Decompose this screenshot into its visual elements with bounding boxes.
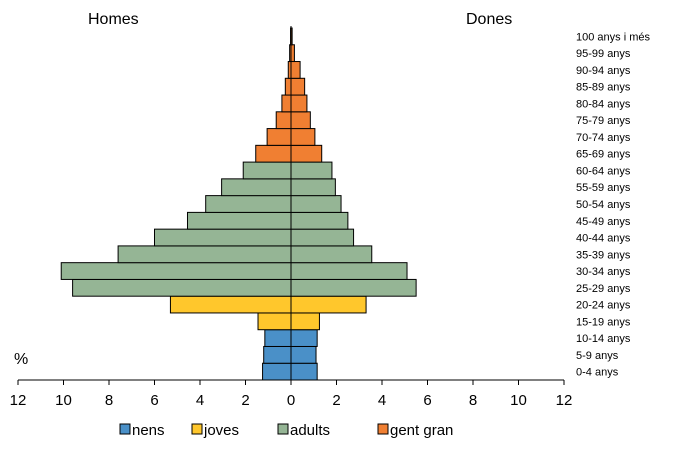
bar-dones-70-74-anys <box>291 129 315 146</box>
bar-dones-25-29-anys <box>291 279 416 296</box>
category-label: 70-74 anys <box>576 132 631 144</box>
category-label: 60-64 anys <box>576 165 631 177</box>
bar-dones-30-34-anys <box>291 263 407 280</box>
category-label: 95-99 anys <box>576 48 631 60</box>
x-tick-label: 2 <box>241 392 249 409</box>
x-tick-label: 12 <box>556 392 573 409</box>
legend-swatch-nens <box>120 424 130 434</box>
legend-label-joves: joves <box>203 422 239 439</box>
bar-homes-15-19-anys <box>258 313 291 330</box>
category-labels: 0-4 anys 5-9 anys 10-14 anys 15-19 anys 20-2… <box>576 31 650 378</box>
x-tick-label: 0 <box>287 392 295 409</box>
bar-homes-65-69-anys <box>256 145 291 162</box>
bar-dones-45-49-anys <box>291 212 348 229</box>
legend-swatch-joves <box>192 424 202 434</box>
legend-label-adults: adults <box>290 422 330 439</box>
legend-swatch-adults <box>278 424 288 434</box>
bar-homes-55-59-anys <box>222 179 291 196</box>
category-label: 45-49 anys <box>576 216 631 228</box>
bar-dones-90-94-anys <box>291 62 300 79</box>
bar-dones-40-44-anys <box>291 229 354 246</box>
bar-dones-80-84-anys <box>291 95 307 112</box>
bar-homes-20-24-anys <box>170 296 291 313</box>
category-label: 100 anys i més <box>576 31 650 43</box>
bar-dones-20-24-anys <box>291 296 366 313</box>
x-tick-label: 10 <box>510 392 527 409</box>
legend-label-gent-gran: gent gran <box>390 422 453 439</box>
bar-dones-5-9-anys <box>291 346 316 363</box>
bar-homes-30-34-anys <box>61 263 291 280</box>
unit-label: % <box>14 351 28 368</box>
bar-dones-10-14-anys <box>291 330 317 347</box>
bar-dones-95-99-anys <box>291 45 294 62</box>
x-tick-label: 6 <box>150 392 158 409</box>
x-tick-label: 12 <box>10 392 27 409</box>
bar-dones-65-69-anys <box>291 145 322 162</box>
right-side-label: Dones <box>466 11 512 28</box>
x-tick-label: 6 <box>423 392 431 409</box>
bar-dones-55-59-anys <box>291 179 335 196</box>
bars-layer <box>61 28 416 380</box>
bar-homes-60-64-anys <box>243 162 291 179</box>
category-label: 0-4 anys <box>576 367 619 379</box>
category-label: 15-19 anys <box>576 316 631 328</box>
bar-dones-50-54-anys <box>291 196 341 213</box>
x-tick-label: 10 <box>55 392 72 409</box>
category-label: 50-54 anys <box>576 199 631 211</box>
category-label: 65-69 anys <box>576 149 631 161</box>
x-tick-label: 8 <box>105 392 113 409</box>
legend-label-nens: nens <box>132 422 165 439</box>
category-label: 80-84 anys <box>576 98 631 110</box>
bar-homes-40-44-anys <box>155 229 292 246</box>
x-tick-label: 2 <box>332 392 340 409</box>
category-label: 30-34 anys <box>576 266 631 278</box>
bar-dones-0-4-anys <box>291 363 317 380</box>
category-label: 35-39 anys <box>576 249 631 261</box>
category-label: 90-94 anys <box>576 65 631 77</box>
category-label: 20-24 anys <box>576 300 631 312</box>
bar-homes-70-74-anys <box>267 129 291 146</box>
bar-homes-0-4-anys <box>263 363 291 380</box>
category-label: 25-29 anys <box>576 283 631 295</box>
bar-homes-45-49-anys <box>187 212 291 229</box>
legend: nens joves adults gent gran <box>120 422 453 439</box>
bar-homes-80-84-anys <box>282 95 291 112</box>
legend-swatch-gent-gran <box>378 424 388 434</box>
bar-homes-25-29-anys <box>73 279 291 296</box>
category-label: 10-14 anys <box>576 333 631 345</box>
bar-homes-75-79-anys <box>276 112 291 129</box>
x-tick-label: 4 <box>378 392 386 409</box>
bar-homes-85-89-anys <box>285 78 291 95</box>
bar-homes-10-14-anys <box>265 330 291 347</box>
bar-dones-75-79-anys <box>291 112 310 129</box>
bar-dones-15-19-anys <box>291 313 319 330</box>
bar-dones-85-89-anys <box>291 78 305 95</box>
category-label: 55-59 anys <box>576 182 631 194</box>
x-axis: 12 10 8 6 4 2 0 2 4 6 8 10 12 <box>10 26 573 409</box>
x-tick-label: 4 <box>196 392 204 409</box>
bar-homes-50-54-anys <box>206 196 291 213</box>
category-label: 85-89 anys <box>576 82 631 94</box>
category-label: 75-79 anys <box>576 115 631 127</box>
bar-homes-35-39-anys <box>118 246 291 263</box>
x-tick-label: 8 <box>469 392 477 409</box>
category-label: 5-9 anys <box>576 350 619 362</box>
bar-dones-35-39-anys <box>291 246 372 263</box>
left-side-label: Homes <box>88 11 139 28</box>
category-label: 40-44 anys <box>576 233 631 245</box>
bar-homes-5-9-anys <box>264 346 291 363</box>
bar-dones-60-64-anys <box>291 162 332 179</box>
